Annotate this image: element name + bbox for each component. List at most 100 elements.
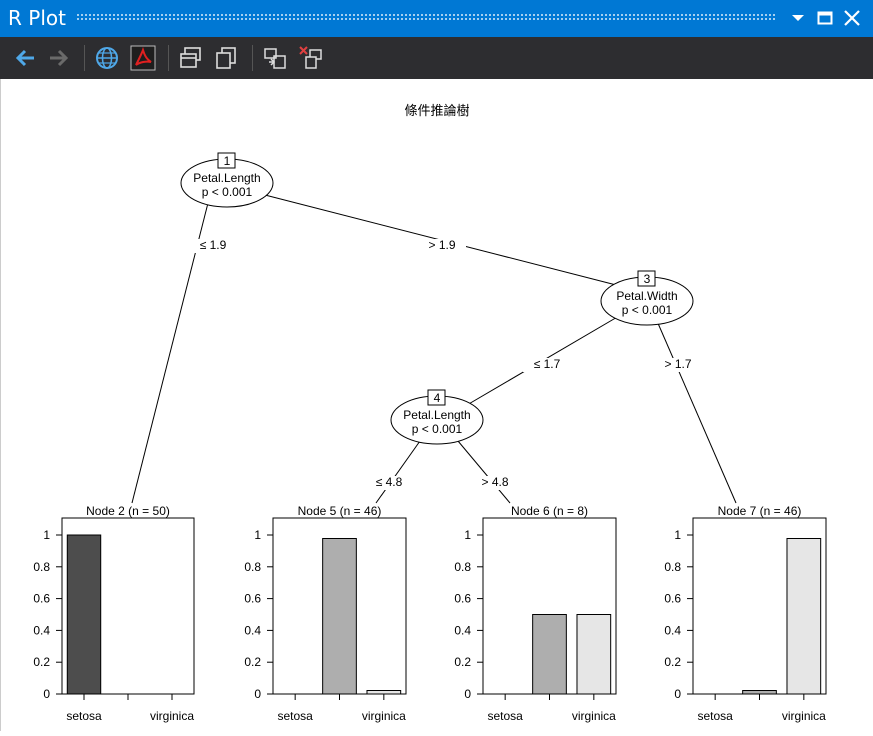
arrow-right-icon xyxy=(50,49,69,67)
x-tick-label: setosa xyxy=(277,709,313,723)
edge-label: > 1.9 xyxy=(428,238,455,252)
globe-icon xyxy=(96,47,118,69)
arrow-left-icon xyxy=(15,49,34,67)
edge-label-bg xyxy=(471,476,519,490)
clone-plot-button[interactable] xyxy=(213,45,239,71)
clear-icon xyxy=(299,46,322,69)
terminal-node-title: Node 7 (n = 46) xyxy=(718,504,802,518)
copy-window-icon xyxy=(180,47,201,68)
y-tick-label: 0.6 xyxy=(454,592,471,606)
ctree-chart: 條件推論樹 ≤ 1.9 > 1.9 ≤ 1.7 > 1.7 ≤ 4.8 > 4.8 1 Pe… xyxy=(33,103,827,723)
edge-line xyxy=(656,320,737,504)
edge-line xyxy=(457,440,511,504)
tree-node-id-box xyxy=(637,270,656,287)
forward-button[interactable] xyxy=(45,45,71,71)
window-title: R Plot xyxy=(8,6,66,30)
toolbar xyxy=(0,37,873,79)
tree-node-id: 4 xyxy=(434,391,441,405)
move-icon xyxy=(264,48,286,69)
x-tick-label: virginica xyxy=(572,709,616,723)
terminal-node-title: Node 5 (n = 46) xyxy=(298,504,382,518)
y-tick-label: 0.8 xyxy=(664,560,681,574)
x-tick-label: virginica xyxy=(362,709,406,723)
title-drag-grip[interactable] xyxy=(76,13,775,21)
y-tick-label: 0.6 xyxy=(664,592,681,606)
x-tick-label: setosa xyxy=(697,709,733,723)
edge-label: ≤ 1.9 xyxy=(200,238,227,252)
edge-label-bg xyxy=(523,358,571,372)
y-tick-label: 0 xyxy=(43,687,50,701)
y-tick-label: 0.2 xyxy=(664,655,681,669)
edge-label-bg xyxy=(654,358,702,372)
x-tick-label: setosa xyxy=(66,709,102,723)
y-tick-label: 0.8 xyxy=(33,560,50,574)
tree-node-id-box xyxy=(217,152,236,169)
tree-node-pvalue: p < 0.001 xyxy=(202,185,253,199)
y-tick-label: 0 xyxy=(674,687,681,701)
edge-label-bg xyxy=(365,476,413,490)
terminal-bar xyxy=(366,690,402,695)
tree-node-id: 3 xyxy=(644,272,651,286)
tree-node-pvalue: p < 0.001 xyxy=(622,303,673,317)
copy-plot-button[interactable] xyxy=(178,45,204,71)
chart-title: 條件推論樹 xyxy=(404,103,469,118)
tree-node-id-box xyxy=(427,389,446,406)
title-bar: R Plot xyxy=(0,0,873,37)
y-tick-label: 1 xyxy=(43,528,50,542)
y-tick-label: 0 xyxy=(464,687,471,701)
dropdown-icon[interactable] xyxy=(787,7,809,29)
terminal-node-title: Node 6 (n = 8) xyxy=(511,504,588,518)
open-browser-button[interactable] xyxy=(94,45,120,71)
y-tick-label: 0.8 xyxy=(454,560,471,574)
y-tick-label: 0.4 xyxy=(454,623,471,637)
copy-to-history-button[interactable] xyxy=(262,45,288,71)
tree-node-variable: Petal.Length xyxy=(403,408,470,422)
terminal-bar xyxy=(742,690,777,695)
maximize-icon[interactable] xyxy=(814,7,836,29)
edge-label-bg xyxy=(418,239,466,253)
y-tick-label: 1 xyxy=(254,528,261,542)
tree-node-id: 1 xyxy=(224,154,231,168)
terminal-bar xyxy=(66,534,102,695)
terminal-bar xyxy=(322,537,357,695)
clear-plot-button[interactable] xyxy=(298,45,324,71)
y-tick-label: 0.4 xyxy=(244,623,261,637)
back-button[interactable] xyxy=(13,45,39,71)
toolbar-separator xyxy=(168,45,169,71)
y-tick-label: 0.2 xyxy=(454,655,471,669)
y-tick-label: 0.4 xyxy=(33,623,50,637)
y-tick-label: 0 xyxy=(254,687,261,701)
terminal-node-title: Node 2 (n = 50) xyxy=(86,504,170,518)
duplicate-icon xyxy=(216,47,236,69)
close-icon[interactable] xyxy=(841,7,863,29)
y-tick-label: 1 xyxy=(674,528,681,542)
edge-label: ≤ 1.7 xyxy=(534,357,561,371)
pdf-icon xyxy=(130,45,156,71)
y-tick-label: 0.2 xyxy=(33,655,50,669)
y-tick-label: 0.4 xyxy=(664,623,681,637)
terminal-bar xyxy=(576,614,612,695)
edge-line xyxy=(375,440,421,504)
toolbar-separator xyxy=(252,45,253,71)
y-tick-label: 0.2 xyxy=(244,655,261,669)
edge-label: > 4.8 xyxy=(481,475,508,489)
y-tick-label: 0.6 xyxy=(244,592,261,606)
y-tick-label: 1 xyxy=(464,528,471,542)
terminal-bar xyxy=(786,537,822,695)
tree-edges: ≤ 1.9 > 1.9 ≤ 1.7 > 1.7 ≤ 4.8 > 4.8 xyxy=(131,194,737,504)
x-tick-label: virginica xyxy=(150,709,194,723)
tree-node-pvalue: p < 0.001 xyxy=(412,422,463,436)
edge-label: ≤ 4.8 xyxy=(376,475,403,489)
edge-label: > 1.7 xyxy=(664,357,691,371)
x-tick-label: virginica xyxy=(782,709,826,723)
toolbar-separator xyxy=(84,45,85,71)
tree-node-variable: Petal.Width xyxy=(616,289,677,303)
x-tick-label: setosa xyxy=(487,709,523,723)
y-tick-label: 0.8 xyxy=(244,560,261,574)
tree-node-variable: Petal.Length xyxy=(193,171,260,185)
tree-terminal-nodes: Node 2 (n = 50) 0 0.2 0.4 0.6 0.8 1 setosa virgi… xyxy=(33,504,827,723)
plot-area: 條件推論樹 ≤ 1.9 > 1.9 ≤ 1.7 > 1.7 ≤ 4.8 > 4.8 1 Pe… xyxy=(0,79,873,731)
export-pdf-button[interactable] xyxy=(130,45,156,71)
edge-label-bg xyxy=(189,239,237,253)
